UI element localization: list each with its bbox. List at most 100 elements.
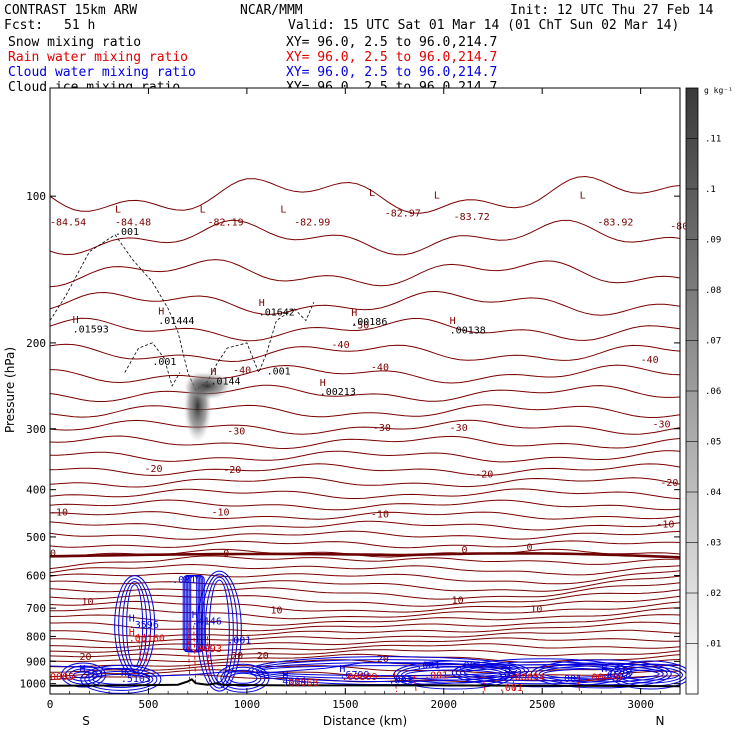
temperature-contour-label: -20: [145, 464, 163, 475]
extremum-mark: H: [210, 367, 216, 378]
temperature-contour-label: 10: [82, 597, 94, 608]
rain-contour-line: [413, 674, 417, 693]
temperature-contour-line: [49, 555, 681, 570]
cloud-water-contour: [401, 666, 507, 684]
temperature-contour-line: [50, 450, 681, 463]
x-tick-label: 2000: [431, 698, 458, 711]
rain-contour-line: [187, 622, 191, 684]
temperature-contour-label: 10: [271, 606, 283, 617]
y-axis-title: Pressure (hPa): [3, 347, 17, 433]
temperature-contour-label: -40: [371, 363, 389, 374]
temperature-contour-label: -30: [450, 423, 468, 434]
cloud-water-contour-label: .001: [389, 676, 413, 687]
cloud-water-contour: [542, 668, 660, 680]
temperature-contour-label: -82.19: [208, 218, 244, 229]
temperature-contour-line: [49, 570, 681, 585]
colorbar-unit: g kg⁻¹: [704, 86, 733, 95]
cloud-water-contour: [260, 665, 518, 677]
temperature-contour-label: -30: [373, 423, 391, 434]
cloud-water-contour: [200, 573, 238, 689]
valid-label: Valid: 15 UTC Sat 01 Mar 14 (01 ChT Sun …: [288, 18, 679, 33]
rain-contour-line: [207, 636, 210, 684]
rain-contour-label: .00160: [129, 634, 165, 645]
colorbar-tick-label: .08: [705, 286, 721, 296]
cloud-water-contour: [72, 671, 94, 679]
temperature-contour-label: -30: [227, 426, 245, 437]
cloud-water-contour: [68, 668, 98, 682]
temperature-contour-label: 0: [461, 545, 467, 556]
temperature-contour-label: 20: [377, 654, 389, 665]
extremum-value: .01593: [73, 324, 109, 335]
cloud-water-extremum-mark: H: [282, 670, 288, 681]
field-snow-xy: XY= 96.0, 2.5 to 96.0,214.7: [286, 35, 497, 50]
cloud-water-contour: [534, 662, 668, 686]
fcst-value: 51 h: [64, 18, 95, 33]
cloud-water-contour: [220, 666, 266, 690]
cloud-water-contour: [208, 579, 230, 683]
cloud-water-extremum-mark: H: [192, 610, 198, 621]
extremum-mark: L: [369, 188, 375, 199]
y-tick-label: 300: [26, 423, 46, 436]
temperature-contour-line: [49, 643, 681, 653]
field-cloud-water-label: Cloud water mixing ratio: [8, 65, 196, 80]
colorbar-tick-label: .07: [705, 337, 721, 347]
temperature-contour-line: [49, 404, 681, 418]
cloud-water-contour: [252, 659, 526, 683]
colorbar-tick-label: .03: [705, 539, 721, 549]
extremum-mark: H: [158, 307, 164, 318]
y-tick-label: 1000: [20, 678, 47, 691]
temperature-contour-line: [49, 419, 681, 435]
y-tick-label: 700: [26, 602, 46, 615]
temperature-contour-label: -20: [223, 465, 241, 476]
cloud-water-extremum-mark: H: [505, 664, 511, 675]
rain-contour-label: .0093: [192, 644, 222, 655]
temperature-contour-line: [49, 563, 681, 576]
temperature-contour-line: [49, 540, 681, 549]
colorbar-tick-label: .09: [705, 236, 721, 246]
cloud-water-extremum-mark: H: [601, 664, 607, 675]
rain-contour-line: [138, 633, 142, 662]
cloud-water-contour: [228, 672, 258, 684]
temperature-contour-line: [49, 343, 681, 363]
x-tick-label: 500: [139, 698, 159, 711]
y-tick-label: 400: [26, 484, 46, 497]
x-axis-left-end: S: [82, 714, 90, 728]
cloud-water-contour-label: .6799: [339, 670, 369, 681]
temperature-contour-line: [49, 595, 681, 613]
cloud-water-extremum-mark: H: [80, 664, 86, 675]
temperature-contour-label: 20: [80, 652, 92, 663]
temperature-contour-label: 0: [526, 542, 532, 553]
extremum-mark: L: [200, 204, 206, 215]
terrain-profile: [49, 678, 681, 688]
temperature-contour-label: -82.99: [294, 218, 330, 229]
cloud-water-contour: [451, 658, 633, 688]
temperature-contour-label: -84.48: [115, 218, 151, 229]
cloud-water-contour: [621, 669, 679, 681]
colorbar: g kg⁻¹ .01 .02 .03 .04 .05 .06 .07 .08 .09 .1 .11: [685, 86, 733, 695]
temperature-contour-label: -83.72: [454, 212, 490, 223]
extremum-mark: L: [434, 190, 440, 201]
contour-labels: -84.54 -84.48 -82.19 -82.99 -82.97 -83.72 -83.…: [50, 188, 688, 694]
x-tick-label: 2500: [529, 698, 556, 711]
freezing-level-line: [49, 552, 681, 559]
colorbar-tick-label: .11: [705, 135, 721, 145]
cloud-water-contour-label: .001: [416, 660, 440, 671]
rain-contour-line: [144, 633, 147, 662]
rain-contour-line: [482, 674, 486, 693]
temperature-contour-label: -20: [475, 470, 493, 481]
rain-contour-label: .00654: [509, 672, 545, 683]
extremum-mark: L: [580, 190, 586, 201]
extremum-mark: H: [450, 316, 456, 327]
temperature-contour-line: [49, 637, 681, 649]
temperature-contour-line: [49, 435, 681, 450]
extremum-value: .01444: [158, 316, 194, 327]
y-tick-label: 900: [26, 655, 46, 668]
rain-contour-label: .00446: [586, 672, 622, 683]
extremum-mark: L: [115, 204, 121, 215]
temperature-contour-label: -40: [233, 365, 251, 376]
y-tick-label: 800: [26, 630, 46, 643]
temperature-contour-line: [49, 259, 681, 288]
cloud-water-contour: [455, 661, 629, 685]
temperature-contour-label: -20: [660, 478, 678, 489]
temperature-contour-label: -82.97: [385, 208, 421, 219]
